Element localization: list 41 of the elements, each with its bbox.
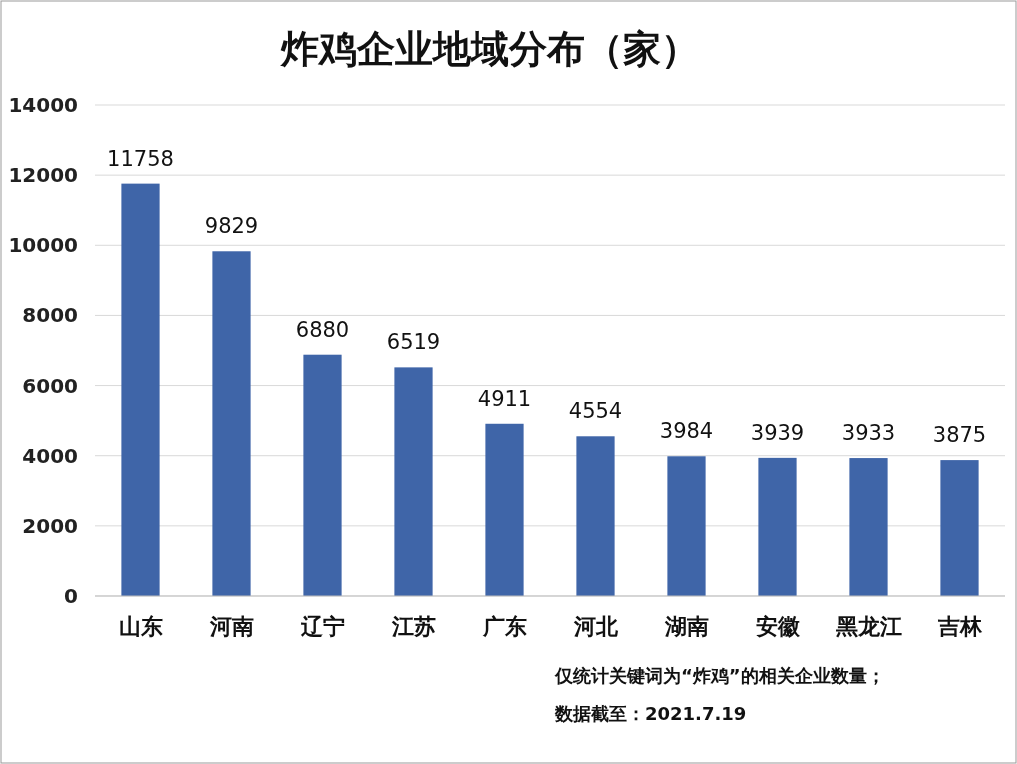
data-label: 11758 [107, 146, 174, 171]
y-tick-label: 8000 [22, 303, 78, 328]
bar [758, 457, 797, 596]
bar [394, 367, 433, 596]
x-tick-label: 江苏 [390, 614, 436, 639]
bar [576, 436, 615, 596]
data-label: 4911 [477, 386, 532, 411]
chart-title: 炸鸡企业地域分布（家） [280, 27, 699, 71]
x-tick-label: 吉林 [936, 614, 983, 639]
x-tick-label: 广东 [481, 614, 527, 639]
data-label: 3933 [841, 421, 896, 446]
y-tick-label: 2000 [22, 513, 78, 538]
y-tick-label: 10000 [8, 233, 78, 258]
y-tick-label: 12000 [8, 163, 78, 188]
x-tick-label: 安徽 [755, 614, 801, 639]
x-tick-label: 辽宁 [299, 614, 345, 639]
x-tick-label: 河南 [208, 614, 254, 639]
bar [667, 456, 706, 596]
data-label: 6880 [295, 317, 350, 342]
y-tick-label: 4000 [22, 443, 78, 468]
data-label: 3984 [659, 419, 714, 444]
data-label: 6519 [386, 330, 441, 355]
x-tick-label: 山东 [118, 614, 163, 639]
x-tick-label: 河北 [572, 614, 619, 639]
data-label: 4554 [568, 399, 623, 424]
bar [940, 460, 979, 596]
data-label: 3939 [750, 420, 805, 445]
bar [121, 183, 160, 596]
x-tick-label: 湖南 [663, 614, 709, 639]
bar [303, 354, 342, 596]
x-tick-label: 黑龙江 [834, 614, 902, 639]
y-tick-label: 6000 [22, 373, 78, 398]
data-label: 3875 [932, 423, 987, 448]
text: 数据截至：2021.7.19 [554, 703, 747, 724]
y-tick-label: 0 [64, 584, 78, 608]
y-tick-label: 14000 [8, 93, 78, 117]
text: 仅统计关键词为“炸鸡”的相关企业数量； [554, 665, 885, 686]
bar [849, 458, 888, 596]
bar [212, 251, 251, 596]
bar [485, 423, 524, 596]
data-label: 9829 [204, 214, 259, 239]
